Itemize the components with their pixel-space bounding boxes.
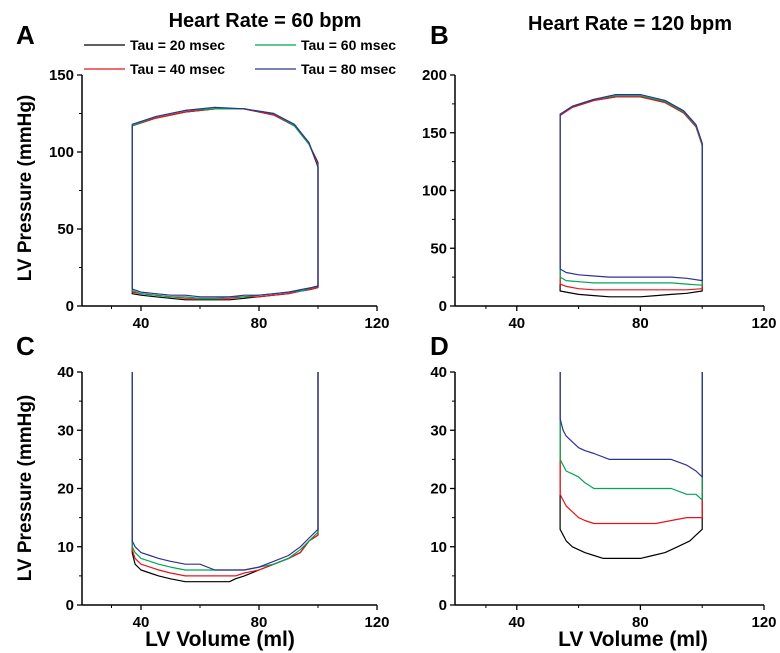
x-axis-label-right: LV Volume (ml): [558, 628, 708, 651]
legend: Tau = 20 msec Tau = 60 msec Tau = 40 mse…: [84, 37, 396, 77]
panel-d-x-tick-label: 80: [632, 614, 649, 631]
panel-c-y-tick-label: 10: [57, 539, 74, 556]
y-axis-label-top: LV Pressure (mmHg): [15, 95, 36, 282]
panel-label-d: D: [430, 331, 449, 361]
panel-d-series-tau-40-msec: [559, 372, 703, 525]
panel-c-y-tick-label: 20: [57, 481, 74, 498]
panel-c-series-tau-80-msec: [131, 372, 319, 571]
panel-b-x-tick-label: 40: [508, 315, 525, 332]
panel-b-series-tau-20-msec: [559, 96, 703, 298]
panel-b: 0 50 100 150 200 40 80 120: [422, 67, 777, 332]
panel-a-series-tau-80-msec: [131, 106, 319, 298]
panel-b-series-tau-40-msec: [559, 96, 703, 291]
panel-d-y-tick-label: 30: [430, 422, 447, 439]
legend-label-tau-40: Tau = 40 msec: [130, 61, 225, 77]
panel-a-y-tick-label: 100: [49, 144, 74, 161]
panel-c-x-tick-label: 80: [251, 614, 268, 631]
panel-b-y-tick-label: 50: [430, 240, 447, 257]
panel-b-y-tick-label: 0: [439, 298, 447, 315]
panel-label-c: C: [16, 331, 35, 361]
panel-c-series-tau-20-msec: [131, 372, 319, 583]
panel-b-y-tick-label: 200: [422, 67, 447, 84]
panel-d-series-tau-80-msec: [559, 372, 703, 478]
legend-label-tau-60: Tau = 60 msec: [301, 37, 396, 53]
panel-d-series-tau-60-msec: [559, 372, 703, 501]
panel-label-a: A: [16, 20, 35, 50]
panel-a-series-tau-60-msec: [131, 108, 319, 299]
panel-d-y-tick-label: 10: [430, 539, 447, 556]
panel-d-y-tick-label: 20: [430, 481, 447, 498]
title-heart-rate-120: Heart Rate = 120 bpm: [528, 13, 732, 35]
panel-a-x-tick-label: 120: [364, 315, 389, 332]
title-heart-rate-60: Heart Rate = 60 bpm: [169, 10, 362, 32]
panel-c-y-tick-label: 30: [57, 422, 74, 439]
panel-d-x-tick-label: 40: [508, 614, 525, 631]
panel-d-series-tau-20-msec: [559, 372, 703, 560]
y-axis-label-bottom: LV Pressure (mmHg): [15, 395, 36, 582]
panel-d-x-tick-label: 120: [751, 614, 776, 631]
panel-c-y-tick-label: 0: [66, 597, 74, 614]
panel-c-series-tau-60-msec: [131, 372, 319, 571]
panel-d: 0 10 20 30 40 40 80 120: [430, 364, 776, 631]
legend-label-tau-20: Tau = 20 msec: [130, 37, 225, 53]
panel-a-y-tick-label: 0: [66, 298, 74, 315]
panel-c-x-tick-label: 40: [133, 614, 150, 631]
panel-c-y-tick-label: 40: [57, 364, 74, 381]
panel-b-y-tick-label: 150: [422, 125, 447, 142]
panel-a-x-tick-label: 40: [133, 315, 150, 332]
panel-a: 0 50 100 150 40 80 120: [49, 67, 390, 332]
panel-c-series-tau-40-msec: [131, 372, 319, 577]
legend-label-tau-80: Tau = 80 msec: [301, 61, 396, 77]
panel-a-x-tick-label: 80: [251, 315, 268, 332]
panel-a-series-tau-20-msec: [131, 108, 319, 301]
panel-a-y-tick-label: 50: [57, 221, 74, 238]
panel-d-y-tick-label: 0: [439, 597, 447, 614]
x-axis-label-left: LV Volume (ml): [145, 628, 295, 651]
panel-b-series-tau-80-msec: [559, 93, 703, 282]
panel-c-x-tick-label: 120: [364, 614, 389, 631]
panel-d-y-tick-label: 40: [430, 364, 447, 381]
panel-c: 0 10 20 30 40 40 80 120: [57, 364, 389, 631]
panel-b-series-tau-60-msec: [559, 95, 703, 286]
panel-b-y-tick-label: 100: [422, 183, 447, 200]
panel-a-y-tick-label: 150: [49, 67, 74, 84]
panel-a-series-tau-40-msec: [131, 108, 319, 299]
panel-b-x-tick-label: 80: [632, 315, 649, 332]
panel-label-b: B: [430, 20, 449, 50]
panel-b-x-tick-label: 120: [751, 315, 776, 332]
